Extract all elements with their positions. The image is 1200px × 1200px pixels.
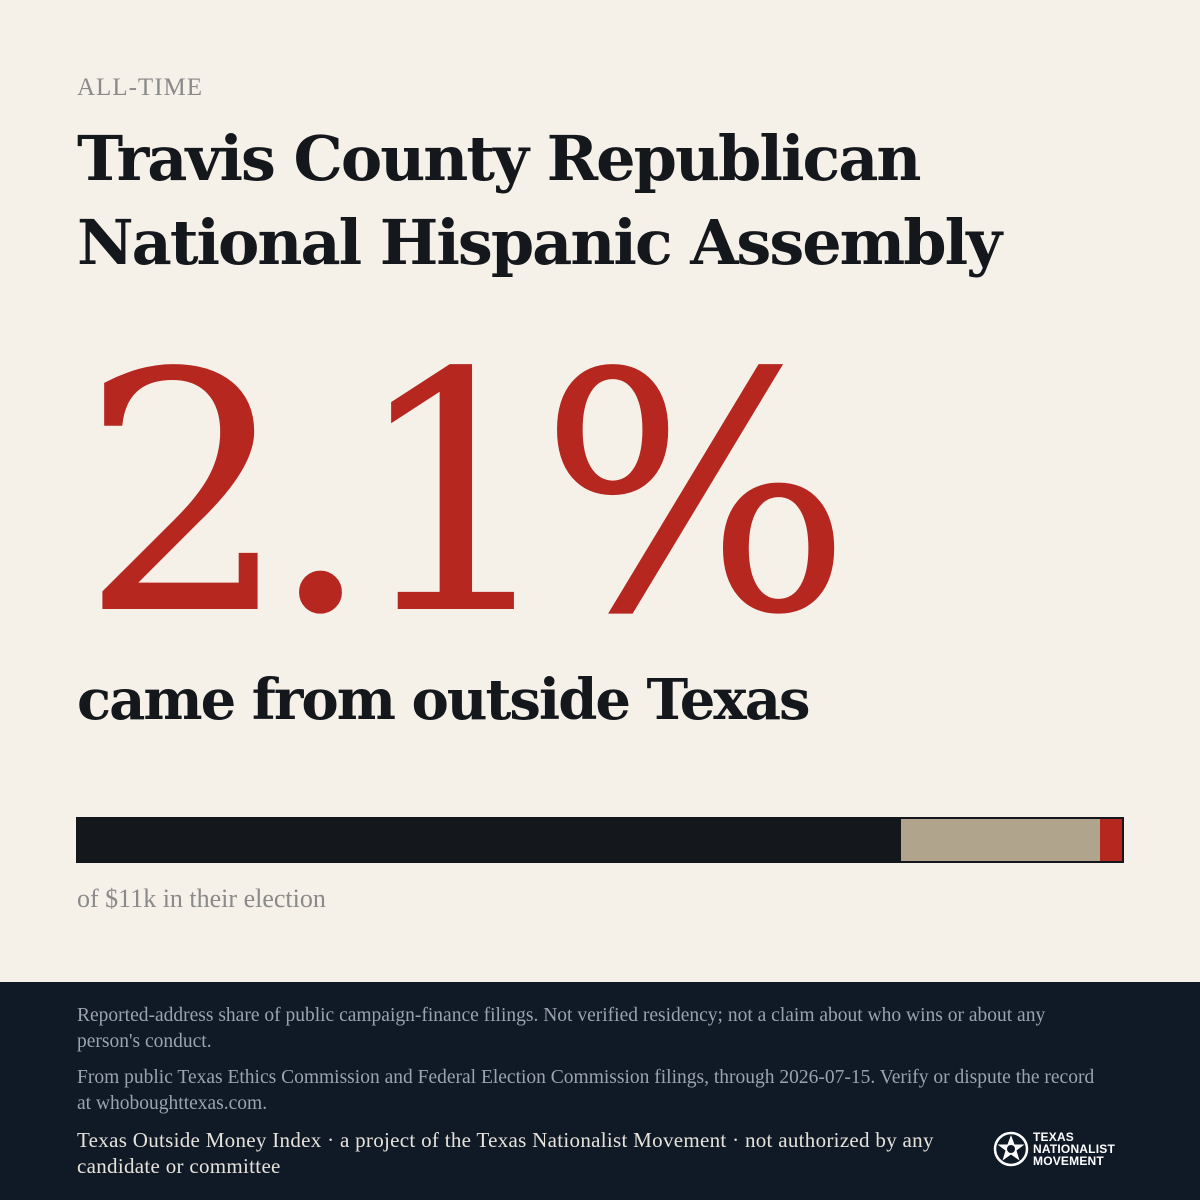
logo-line-2: NATIONALIST xyxy=(1033,1142,1115,1156)
project-credit: Texas Outside Money Index · a project of… xyxy=(77,1128,934,1178)
bar-segment-outside xyxy=(1100,819,1122,861)
star-seal-icon xyxy=(993,1131,1029,1167)
tnm-logo: TEXAS NATIONALIST MOVEMENT xyxy=(993,1131,1115,1167)
logo-line-3: MOVEMENT xyxy=(1033,1154,1104,1168)
disclaimer-note: Reported-address share of public campaig… xyxy=(77,1005,1046,1052)
source-note: From public Texas Ethics Commission and … xyxy=(77,1067,1095,1114)
outside-share-figure: 2.1% xyxy=(80,303,852,687)
bar-segment-unknown xyxy=(900,819,1101,861)
footer-band xyxy=(0,982,1200,1200)
logo-line-1: TEXAS xyxy=(1033,1130,1075,1144)
share-bar xyxy=(76,817,1124,863)
committee-title: Travis County Republican National Hispan… xyxy=(77,122,1002,279)
period-label: ALL-TIME xyxy=(77,74,204,101)
bar-segment-texas xyxy=(78,819,901,861)
outside-share-caption: came from outside Texas xyxy=(77,667,811,733)
total-amount-caption: of $11k in their election xyxy=(77,884,326,913)
